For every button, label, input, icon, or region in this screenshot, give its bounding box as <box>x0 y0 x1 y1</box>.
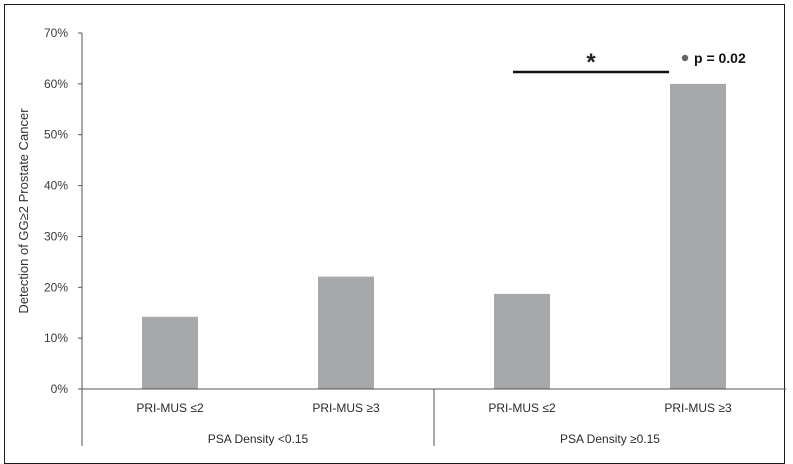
y-tick-label: 10% <box>44 331 68 345</box>
x-group-label: PSA Density <0.15 <box>208 432 309 446</box>
p-value-dot-icon <box>681 54 689 62</box>
bar <box>670 83 726 389</box>
y-tick-label: 30% <box>44 229 68 243</box>
significance-star: * <box>586 49 596 76</box>
y-tick-label: 20% <box>44 280 68 294</box>
bar <box>494 293 550 389</box>
x-group-label: PSA Density ≥0.15 <box>560 432 660 446</box>
x-category-label: PRI-MUS ≥3 <box>312 401 380 415</box>
y-tick-label: 40% <box>44 179 68 193</box>
bar <box>318 276 374 389</box>
bar <box>142 316 198 389</box>
y-tick-label: 50% <box>44 128 68 142</box>
y-tick-label: 60% <box>44 77 68 91</box>
y-tick-label: 0% <box>51 382 69 396</box>
y-tick-label: 70% <box>44 26 68 40</box>
x-category-label: PRI-MUS ≥3 <box>664 401 732 415</box>
y-axis-label: Detection of GG≥2 Prostate Cancer <box>16 108 31 314</box>
p-value-label: p = 0.02 <box>694 50 746 66</box>
chart-frame <box>4 4 785 464</box>
x-category-label: PRI-MUS ≤2 <box>136 401 204 415</box>
x-category-label: PRI-MUS ≤2 <box>488 401 556 415</box>
